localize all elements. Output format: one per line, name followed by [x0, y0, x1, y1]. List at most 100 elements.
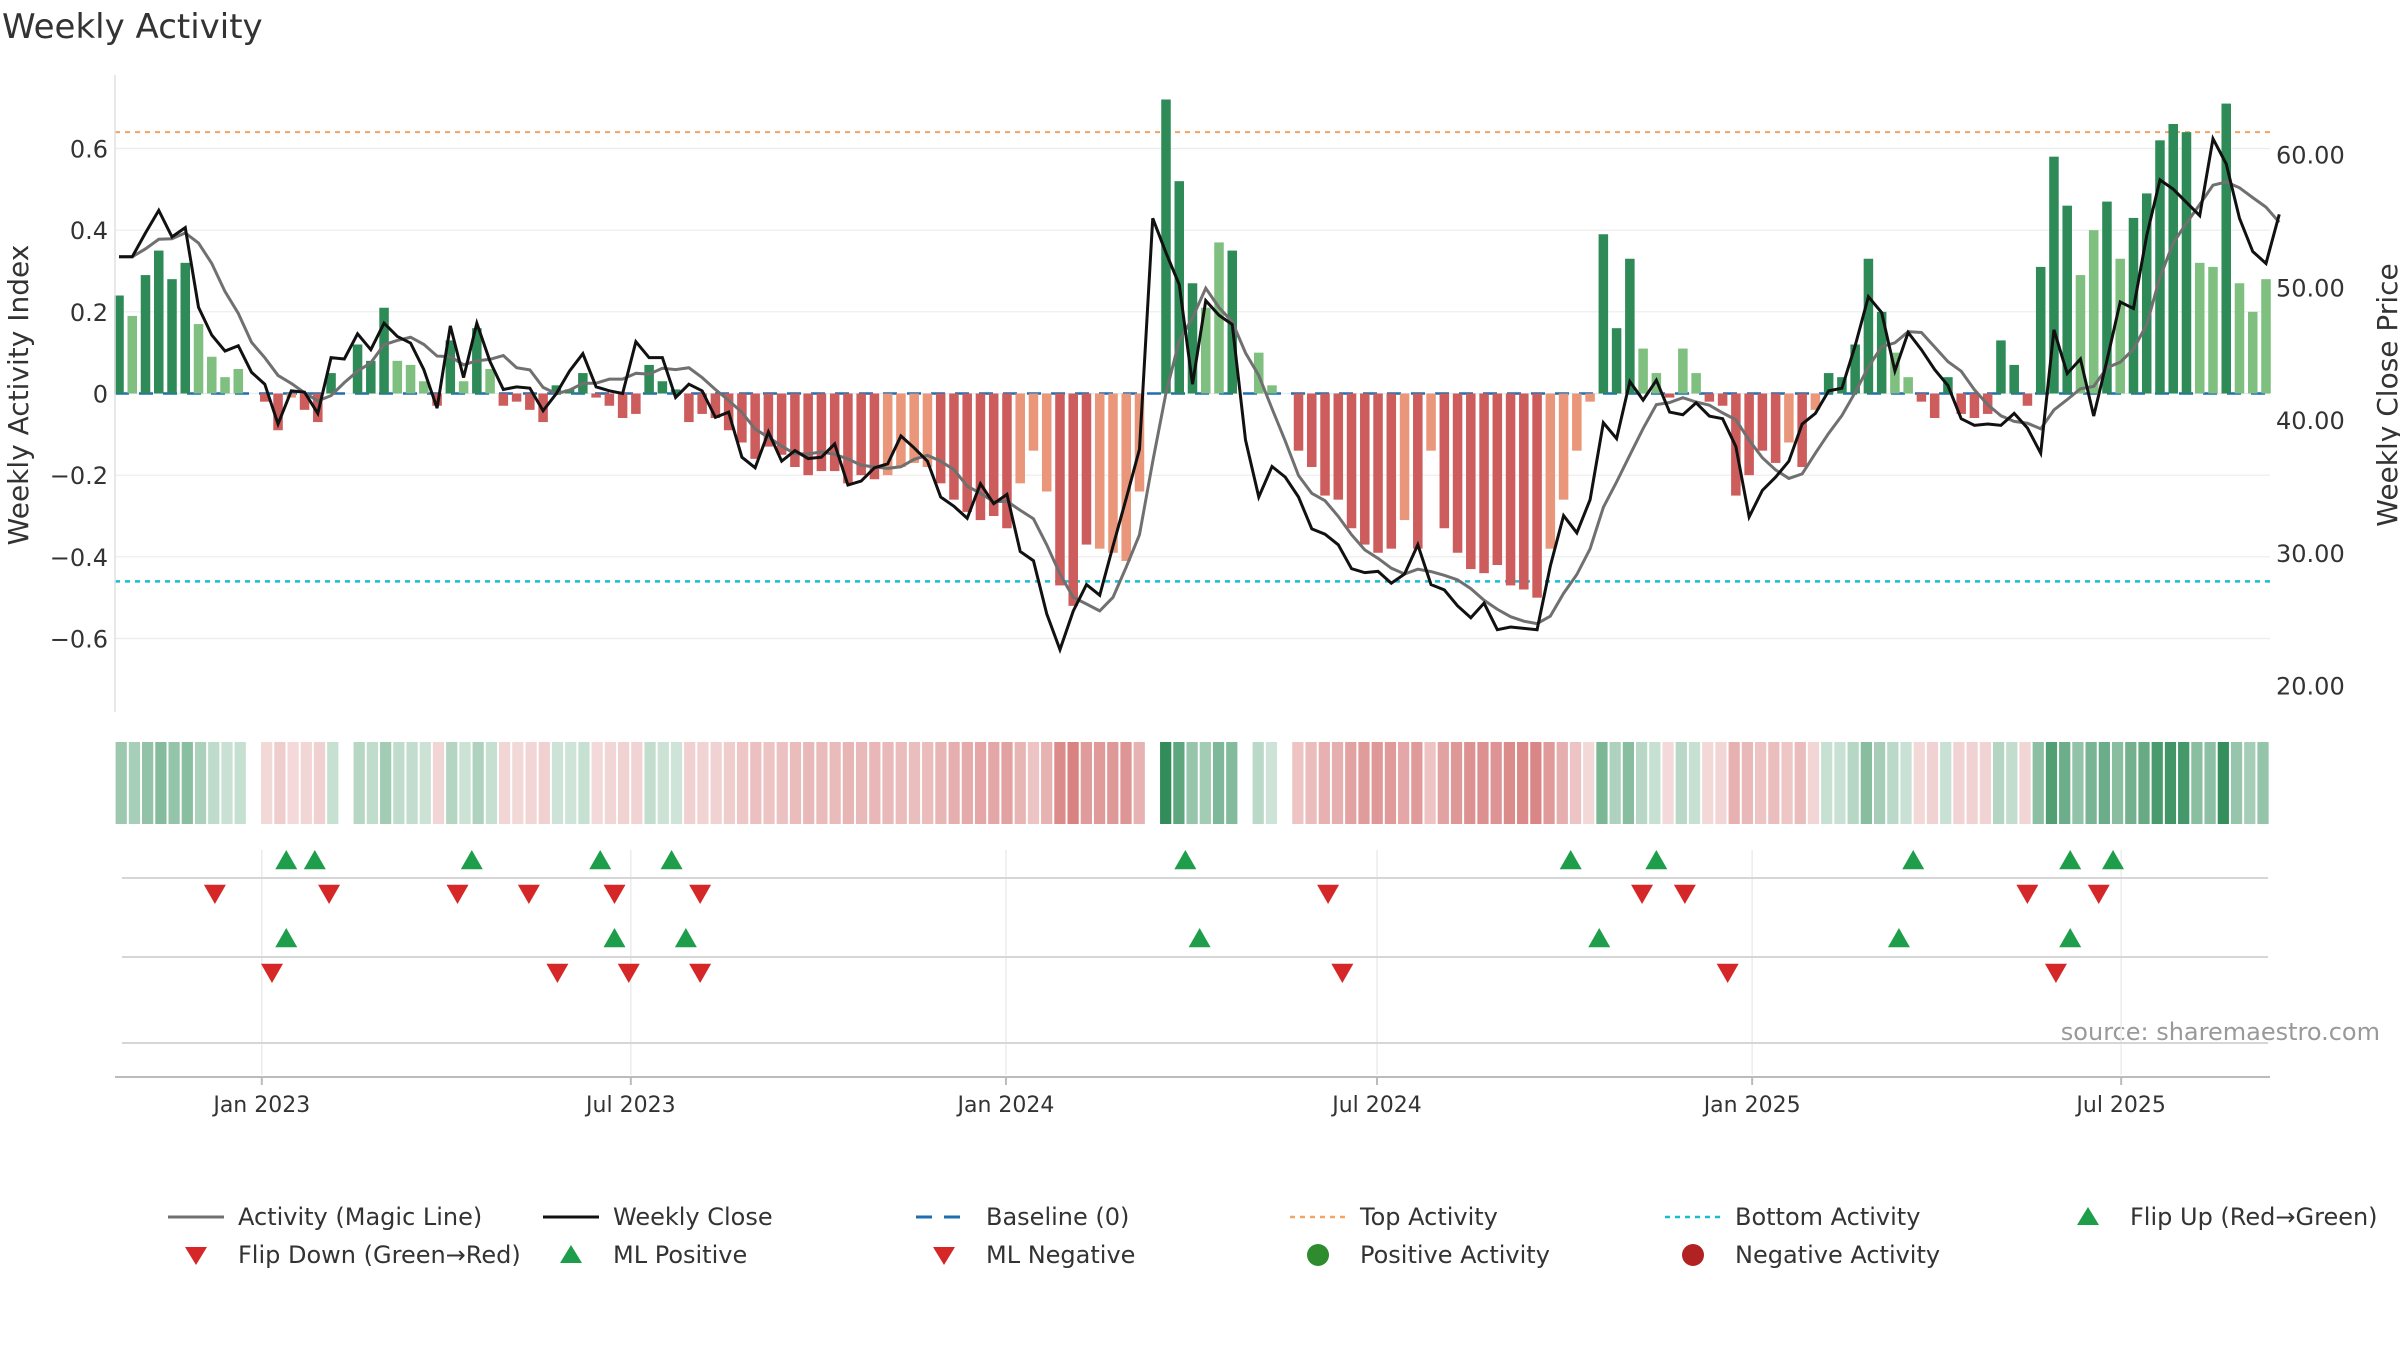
heat-strip-cell: [1768, 742, 1780, 824]
activity-bar: [1108, 393, 1118, 553]
activity-bar: [1015, 393, 1025, 484]
heat-strip-cell: [1292, 742, 1304, 824]
activity-heat-strip: [115, 742, 2269, 824]
flip-up-marker: [1645, 850, 1668, 870]
heat-strip-cell: [1199, 742, 1211, 824]
activity-bar: [379, 307, 389, 394]
activity-bar: [2115, 258, 2125, 394]
heat-strip-cell: [1424, 742, 1436, 824]
heat-strip-cell: [380, 742, 392, 824]
flip-down-marker: [1631, 884, 1654, 904]
heat-strip-cell: [763, 742, 775, 824]
heat-strip-cell: [908, 742, 921, 824]
heat-strip-cell: [882, 742, 894, 824]
heat-strip-cell: [2244, 742, 2256, 824]
y-right-label: Weekly Close Price: [2371, 263, 2400, 526]
heat-strip-cell: [750, 742, 762, 824]
activity-bar: [299, 393, 310, 410]
activity-bar: [1307, 393, 1317, 467]
heat-strip-cell: [1873, 742, 1886, 824]
heat-strip-cell: [512, 742, 524, 824]
x-tick-label: Jan 2024: [955, 1093, 1054, 1118]
flip-markers: [203, 850, 2125, 983]
heat-strip-cell: [644, 742, 656, 824]
magic-line: [119, 180, 2281, 626]
heat-strip-cell: [842, 742, 854, 824]
heat-strip-cell: [1662, 742, 1674, 824]
heat-strip-cell: [1583, 742, 1595, 824]
flip-up-marker: [275, 850, 298, 870]
activity-bar: [1664, 393, 1675, 398]
heat-strip-cell: [1186, 742, 1198, 824]
heat-strip-cell: [1794, 742, 1806, 824]
heat-strip-cell: [142, 742, 154, 824]
heat-strip-cell: [1173, 742, 1185, 824]
activity-bar: [1638, 348, 1648, 394]
heat-strip-cell: [2045, 742, 2058, 824]
heat-strip-cell: [895, 742, 907, 824]
activity-bar: [604, 393, 615, 406]
activity-bar: [1041, 393, 1052, 492]
heat-strip-cell: [789, 742, 802, 824]
heat-strip-cell: [287, 742, 299, 824]
price-lines: [119, 134, 2281, 655]
activity-bar: [1916, 393, 1927, 402]
ml-positive-marker: [1188, 928, 1211, 948]
heat-strip-cell: [1001, 742, 1013, 824]
heat-strip-cell: [128, 742, 141, 824]
activity-bar: [1956, 393, 1966, 414]
heat-strip-cell: [1887, 742, 1899, 824]
heat-strip-cell: [1503, 742, 1516, 824]
activity-bar: [140, 275, 151, 394]
heat-strip-cell: [1900, 742, 1912, 824]
heat-strip-cell: [2178, 742, 2190, 824]
heat-strip-cell: [2019, 742, 2031, 824]
activity-bar: [1969, 393, 1980, 418]
chart-title: Weekly Activity: [2, 7, 263, 47]
legend-ml-negative-swatch: [933, 1247, 955, 1265]
heat-strip-cell: [1635, 742, 1648, 824]
heat-strip-cell: [2006, 742, 2018, 824]
activity-bar: [1929, 393, 1940, 418]
legend: Activity (Magic Line) Weekly Close Baselin…: [168, 1203, 2378, 1269]
heat-strip-cell: [565, 742, 577, 824]
x-axis-ticks: Jan 2023 Jul 2023 Jan 2024 Jul 2024 Jan 2025…: [211, 1077, 2166, 1118]
activity-bar: [2088, 230, 2099, 394]
activity-bar: [2247, 311, 2258, 394]
heat-strip-cell: [1966, 742, 1978, 824]
activity-bar: [1996, 340, 2006, 394]
heat-strip-cell: [1569, 742, 1582, 824]
activity-bar: [1585, 393, 1595, 402]
activity-bar: [1094, 393, 1105, 549]
heat-strip-cell: [1054, 742, 1066, 824]
heat-strip-cell: [922, 742, 934, 824]
heat-strip-cell: [1556, 742, 1568, 824]
activity-bar: [1121, 393, 1131, 561]
heat-strip-cell: [181, 742, 193, 824]
heat-strip-cell: [2191, 742, 2203, 824]
x-tick-label: Jul 2023: [584, 1093, 676, 1118]
legend-ml-negative-label: ML Negative: [986, 1241, 1135, 1269]
activity-bar: [1068, 393, 1078, 606]
heat-strip-cell: [948, 742, 960, 824]
heat-strip-cell: [1384, 742, 1397, 824]
heat-strip-cell: [2111, 742, 2124, 824]
heat-strip-cell: [327, 742, 339, 824]
activity-bar: [485, 369, 495, 394]
flip-down-marker: [603, 884, 626, 904]
heat-strip-cell: [459, 742, 471, 824]
heat-strip-cell: [446, 742, 458, 824]
heat-strip-cell: [2164, 742, 2177, 824]
legend-negative-activity-label: Negative Activity: [1735, 1241, 1940, 1269]
heat-strip-cell: [221, 742, 233, 824]
heat-strip-cell: [1741, 742, 1754, 824]
activity-bar: [220, 377, 230, 394]
activity-bar: [498, 393, 509, 406]
activity-bar: [2155, 140, 2165, 394]
activity-bar: [1413, 393, 1423, 549]
heat-strip-cell: [155, 742, 167, 824]
heat-strip-cell: [1080, 742, 1092, 824]
flip-up-marker: [660, 850, 683, 870]
activity-bar: [1479, 393, 1489, 574]
